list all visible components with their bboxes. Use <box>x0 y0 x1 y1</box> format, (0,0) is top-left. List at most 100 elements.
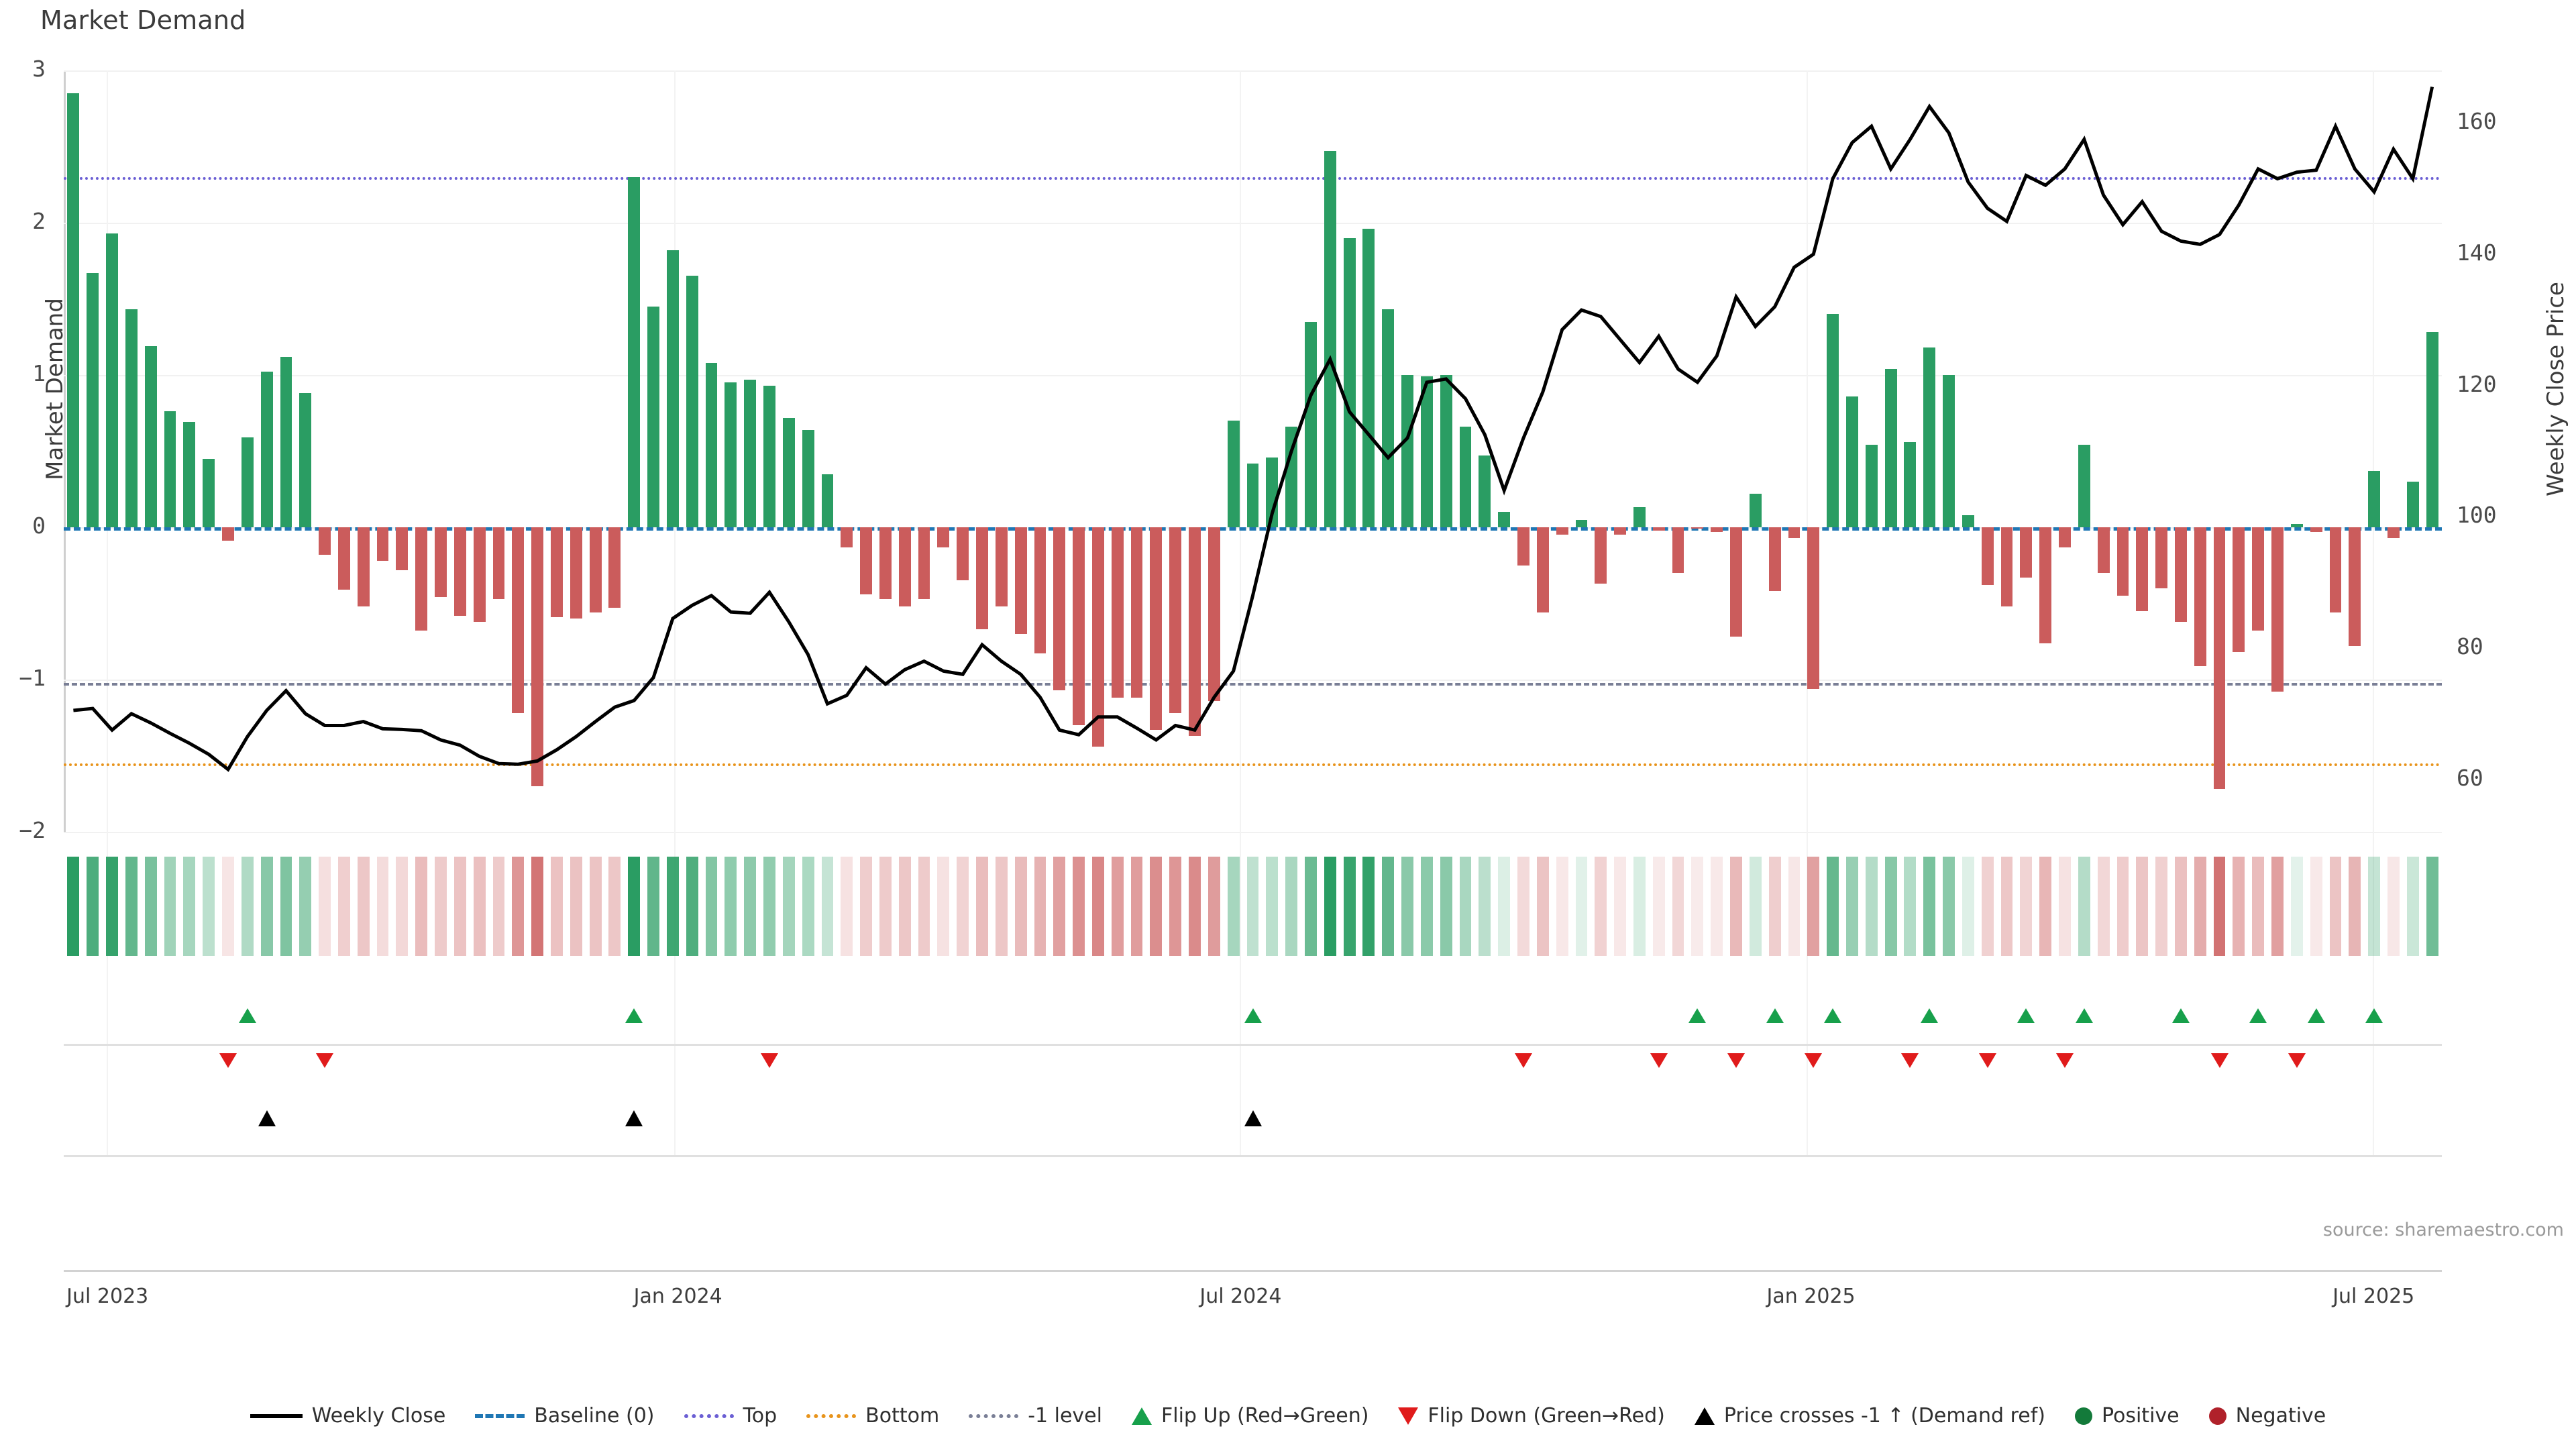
price-cross-marker <box>625 1110 643 1126</box>
legend-item[interactable]: Flip Up (Red→Green) <box>1131 1404 1369 1428</box>
legend-item-label: Baseline (0) <box>534 1404 655 1428</box>
demand-bar-negative <box>2059 527 2071 547</box>
heat-cell-positive <box>1227 857 1240 956</box>
heat-cell-positive <box>1362 857 1375 956</box>
heat-cell-negative <box>1091 857 1104 956</box>
heat-cell-negative <box>2039 857 2052 956</box>
demand-bar-positive <box>666 250 679 527</box>
demand-bar-negative <box>2000 527 2013 607</box>
heat-cell-positive <box>782 857 795 956</box>
demand-bar-negative <box>860 527 872 594</box>
heat-cell-positive <box>628 857 641 956</box>
heat-cell-negative <box>2174 857 2187 956</box>
source-attribution: source: sharemaestro.com <box>2322 1220 2564 1240</box>
dot-red-icon <box>2208 1407 2226 1425</box>
demand-bar-negative <box>879 527 892 599</box>
demand-bar-positive <box>1227 421 1240 527</box>
demand-bar-positive <box>686 276 698 527</box>
demand-bar-negative <box>1091 527 1104 747</box>
heat-cell-negative <box>1595 857 1607 956</box>
demand-bar-positive <box>1343 237 1356 527</box>
gridline-h <box>64 223 2442 224</box>
heat-cell-negative <box>415 857 428 956</box>
legend-item[interactable]: Top <box>684 1404 777 1428</box>
heat-cell-negative <box>1111 857 1124 956</box>
flip-up-marker <box>1244 1008 1262 1023</box>
heat-cell-positive <box>802 857 814 956</box>
demand-bar-positive <box>241 437 254 527</box>
heat-cell-negative <box>453 857 466 956</box>
demand-bar-negative <box>2213 527 2226 790</box>
demand-bar-negative <box>2387 527 2400 538</box>
demand-bar-positive <box>744 379 757 527</box>
legend-item[interactable]: Weekly Close <box>250 1404 445 1428</box>
legend-item-label: Flip Up (Red→Green) <box>1161 1404 1369 1428</box>
heat-cell-negative <box>1073 857 1085 956</box>
heat-cell-negative <box>2000 857 2013 956</box>
heat-cell-negative <box>551 857 563 956</box>
heat-cell-positive <box>2290 857 2303 956</box>
heat-cell-negative <box>2271 857 2284 956</box>
price-cross-marker <box>1244 1110 1262 1126</box>
heat-cell-negative <box>937 857 950 956</box>
heat-cell-positive <box>67 857 80 956</box>
heat-cell-negative <box>976 857 988 956</box>
demand-bar-negative <box>2136 527 2149 611</box>
y2-axis-label: Weekly Close Price <box>2542 282 2569 496</box>
demand-bar-positive <box>1943 375 1955 527</box>
legend-item[interactable]: -1 level <box>969 1404 1102 1428</box>
demand-bar-negative <box>319 527 331 555</box>
legend-item-label: Bottom <box>865 1404 940 1428</box>
heat-cell-positive <box>763 857 775 956</box>
weekly-close-path <box>73 87 2432 770</box>
heat-cell-positive <box>1305 857 1317 956</box>
heat-cell-negative <box>879 857 892 956</box>
heat-cell-negative <box>531 857 544 956</box>
gridline-v <box>107 70 109 1155</box>
demand-bar-negative <box>1053 527 1066 690</box>
heat-cell-negative <box>957 857 969 956</box>
reference-line-baseline-0 <box>64 527 2442 531</box>
demand-bar-negative <box>1788 527 1801 538</box>
legend-item[interactable]: Bottom <box>806 1404 939 1428</box>
heat-cell-negative <box>1189 857 1201 956</box>
legend-item[interactable]: Price crosses -1 ↑ (Demand ref) <box>1694 1404 2045 1428</box>
y2-tick-label: 140 <box>2457 239 2497 266</box>
demand-bar-negative <box>2329 527 2342 613</box>
chart-legend: Weekly Close Baseline (0) Top Bottom -1 leve… <box>0 1404 2576 1428</box>
heat-cell-positive <box>87 857 99 956</box>
heat-cell-negative <box>1208 857 1220 956</box>
demand-bar-positive <box>1362 229 1375 527</box>
heat-cell-negative <box>2310 857 2322 956</box>
heat-cell-positive <box>260 857 273 956</box>
demand-bar-negative <box>2194 527 2206 666</box>
gridline-h <box>64 375 2442 376</box>
demand-bar-negative <box>415 527 428 631</box>
heat-cell-negative <box>435 857 447 956</box>
heat-cell-negative <box>2349 857 2361 956</box>
demand-bar-negative <box>1595 527 1607 584</box>
flip-down-marker <box>316 1053 334 1068</box>
legend-item-label: Top <box>743 1404 777 1428</box>
gridline-h <box>64 70 2442 72</box>
demand-bar-positive <box>724 382 737 527</box>
legend-item[interactable]: Negative <box>2208 1404 2326 1428</box>
demand-bar-negative <box>337 527 350 590</box>
heat-cell-negative <box>1517 857 1529 956</box>
legend-item[interactable]: Flip Down (Green→Red) <box>1398 1404 1665 1428</box>
dot-orange-icon <box>806 1413 857 1418</box>
demand-bar-positive <box>1479 455 1491 527</box>
demand-bar-positive <box>1305 321 1317 527</box>
demand-bar-positive <box>67 93 80 527</box>
page-title: Market Demand <box>40 5 246 35</box>
demand-bar-negative <box>453 527 466 616</box>
heat-cell-positive <box>1382 857 1395 956</box>
heat-cell-positive <box>144 857 157 956</box>
legend-item[interactable]: Positive <box>2074 1404 2180 1428</box>
heat-cell-positive <box>1401 857 1413 956</box>
demand-bar-positive <box>763 385 775 527</box>
demand-bar-positive <box>164 411 176 527</box>
heat-cell-positive <box>1343 857 1356 956</box>
heat-cell-positive <box>1459 857 1472 956</box>
legend-item[interactable]: Baseline (0) <box>475 1404 655 1428</box>
